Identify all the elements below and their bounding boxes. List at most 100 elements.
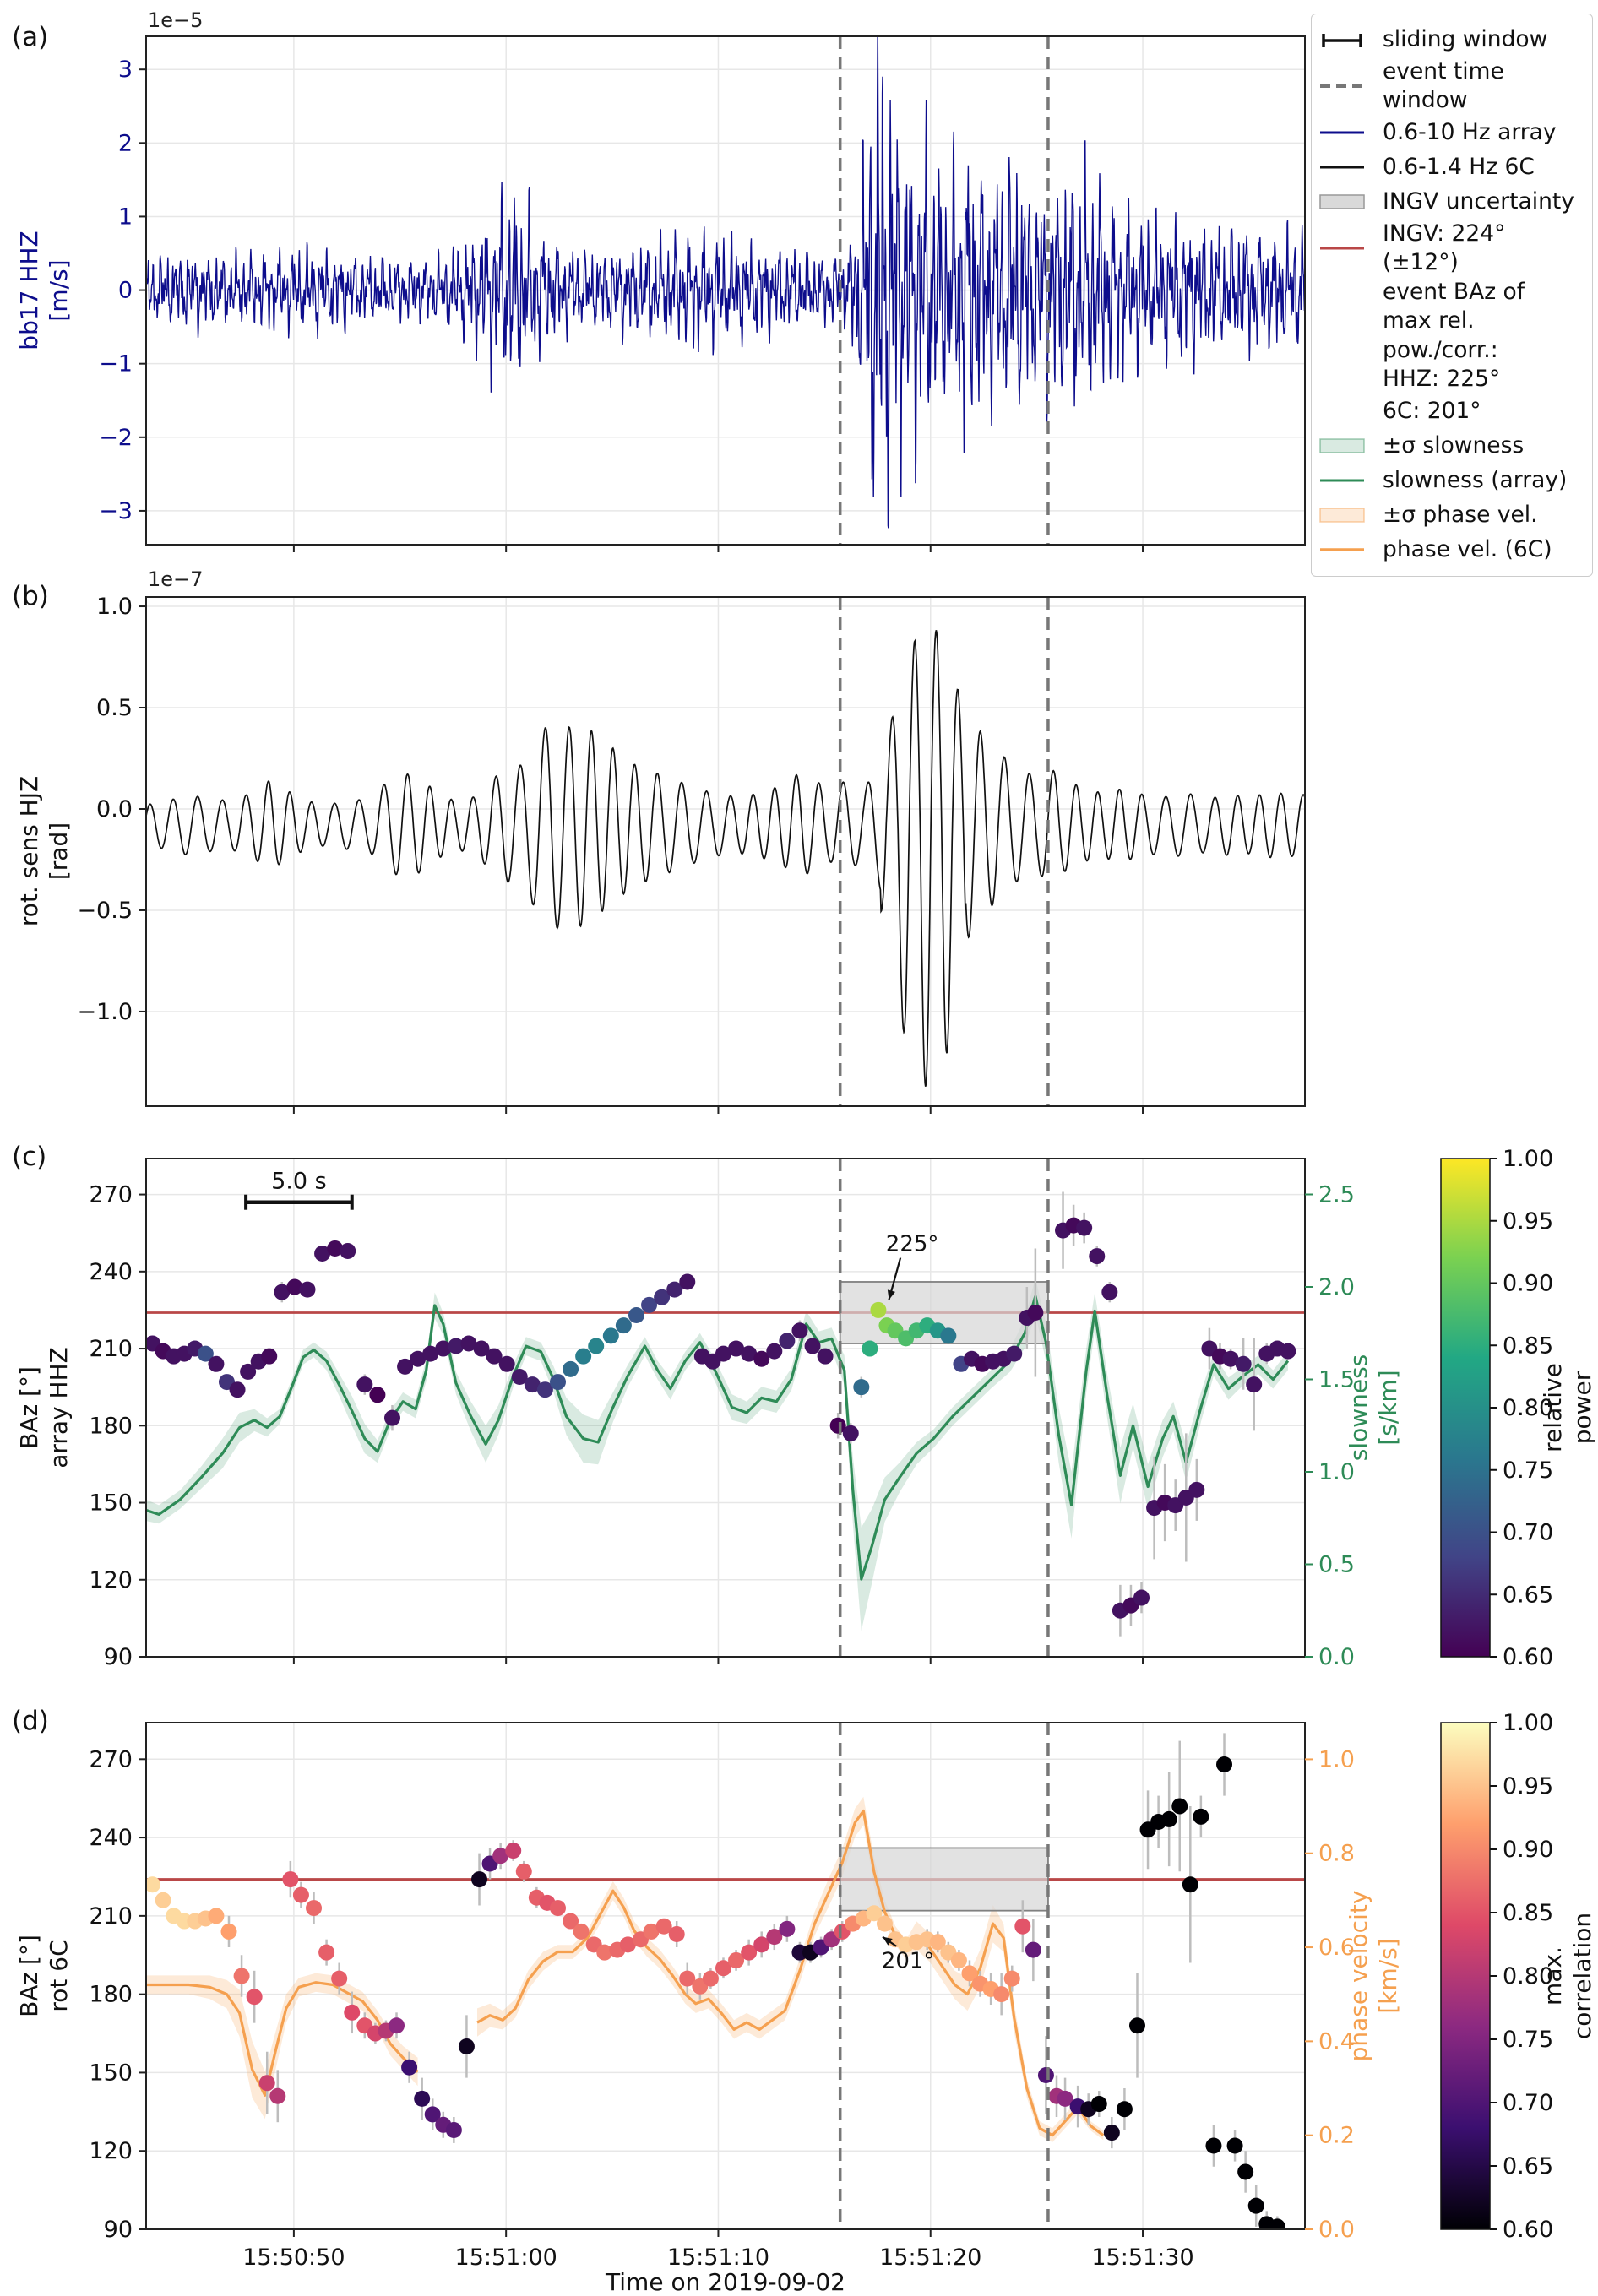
svg-text:1.00: 1.00 xyxy=(1503,1710,1553,1736)
svg-text:180: 180 xyxy=(89,1982,133,2008)
baz-annotation-hhz-225: 225° xyxy=(886,1231,939,1300)
svg-text:1.5: 1.5 xyxy=(1318,1366,1355,1392)
legend-label: event BAz of max rel. pow./corr.: HHZ: 2… xyxy=(1383,278,1525,393)
svg-text:0.90: 0.90 xyxy=(1503,1271,1553,1297)
svg-text:0.75: 0.75 xyxy=(1503,1457,1553,1484)
svg-text:0.2: 0.2 xyxy=(1318,2123,1355,2149)
svg-text:0.70: 0.70 xyxy=(1503,1520,1553,1546)
svg-text:0.0: 0.0 xyxy=(1318,2217,1355,2243)
panel-c-right-axis: 0.0 0.5 1.0 1.5 2.0 2.5 xyxy=(1305,1181,1355,1670)
legend-item-ingv-line: INGV: 224° (±12°) xyxy=(1318,220,1585,278)
slowness-axis-label: slowness [s/km] xyxy=(1345,1354,1402,1462)
legend-label: ±σ slowness xyxy=(1383,432,1525,459)
panel-d-line xyxy=(146,1796,1305,2142)
svg-text:0.5: 0.5 xyxy=(1318,1551,1355,1577)
svg-text:0.65: 0.65 xyxy=(1503,2153,1553,2179)
legend-item-ingv-uncertainty: INGV uncertainty xyxy=(1318,185,1585,220)
svg-text:0.65: 0.65 xyxy=(1503,1582,1553,1608)
svg-text:0.4: 0.4 xyxy=(1318,2028,1355,2054)
svg-text:150: 150 xyxy=(89,1490,133,1517)
svg-text:0.6: 0.6 xyxy=(1318,1935,1355,1961)
green-box-symbol-icon xyxy=(1318,436,1372,456)
svg-text:0.80: 0.80 xyxy=(1503,1395,1553,1421)
svg-text:0.90: 0.90 xyxy=(1503,1837,1553,1863)
panel-a-letter: (a) xyxy=(12,22,49,52)
panel-d-event-window xyxy=(838,1723,1050,2229)
svg-text:0.70: 0.70 xyxy=(1503,2090,1553,2116)
panel-c-event-window xyxy=(838,1159,1050,1657)
panel-b-letter: (b) xyxy=(12,581,49,611)
svg-text:1.0: 1.0 xyxy=(1318,1746,1355,1772)
panel-d-ylabel: BAz [°] rot 6C xyxy=(15,1935,73,2017)
svg-text:210: 210 xyxy=(89,1336,133,1362)
svg-text:240: 240 xyxy=(89,1259,133,1285)
panel-c-ylabel: BAz [°] array HHZ xyxy=(15,1347,73,1468)
svg-text:0.60: 0.60 xyxy=(1503,1644,1553,1670)
svg-text:1.0: 1.0 xyxy=(1318,1459,1355,1485)
svg-text:90: 90 xyxy=(104,2217,133,2243)
svg-text:−1: −1 xyxy=(99,351,133,377)
svg-text:0.0: 0.0 xyxy=(1318,1644,1355,1670)
svg-text:2: 2 xyxy=(118,130,133,156)
svg-text:0.0: 0.0 xyxy=(96,796,133,822)
svg-text:0: 0 xyxy=(118,278,133,304)
svg-text:−3: −3 xyxy=(99,498,133,524)
sliding-window-symbol-icon xyxy=(1318,30,1372,51)
panel-b-axes: −1.0 −0.5 0.0 0.5 1.0 xyxy=(77,594,1306,1114)
panel-d-right-axis: 0.0 0.2 0.4 0.6 0.8 1.0 xyxy=(1305,1746,1355,2243)
legend-label: ±σ phase vel. xyxy=(1383,501,1538,528)
svg-text:1.00: 1.00 xyxy=(1503,1146,1553,1172)
panel-b-ylabel: rot. sens HJZ [rad] xyxy=(15,775,73,927)
svg-text:0.60: 0.60 xyxy=(1503,2217,1553,2243)
svg-text:0.85: 0.85 xyxy=(1503,1333,1553,1359)
svg-text:15:51:00: 15:51:00 xyxy=(455,2244,557,2271)
legend-item-event-baz: event BAz of max rel. pow./corr.: HHZ: 2… xyxy=(1318,278,1585,394)
red-line-symbol-icon xyxy=(1318,238,1372,258)
svg-text:180: 180 xyxy=(89,1413,133,1439)
legend-label: 0.6-1.4 Hz 6C xyxy=(1383,154,1535,181)
svg-text:5.0 s: 5.0 s xyxy=(271,1169,327,1195)
svg-text:0.75: 0.75 xyxy=(1503,2027,1553,2053)
legend-item-phasevel-line: phase vel. (6C) xyxy=(1318,533,1585,567)
panel-a-ylabel: bb17 HHZ [m/s] xyxy=(15,231,73,350)
svg-text:0.8: 0.8 xyxy=(1318,1841,1355,1867)
legend-label: 0.6-10 Hz array xyxy=(1383,119,1557,146)
panel-c-line xyxy=(146,1278,1305,1631)
max-correlation-colorbar-label: max. correlation xyxy=(1539,1912,1596,2040)
legend-label: sliding window xyxy=(1383,26,1548,53)
black-line-symbol-icon xyxy=(1318,157,1372,177)
panel-a-axes: −3 −2 −1 0 1 2 3 xyxy=(99,35,1306,552)
panel-a-trace xyxy=(146,36,1305,529)
svg-text:15:51:10: 15:51:10 xyxy=(667,2244,769,2271)
svg-text:0.5: 0.5 xyxy=(96,695,133,721)
c-colorbar: 1.00 0.95 0.90 0.85 0.80 0.75 0.70 0.65 0.60 xyxy=(1440,1146,1553,1670)
legend-item-sigma-phasevel: ±σ phase vel. xyxy=(1318,498,1585,533)
svg-text:2.5: 2.5 xyxy=(1318,1181,1355,1208)
legend-item-6c-baz: 6C: 201° xyxy=(1318,394,1585,429)
legend-item-sliding-window: sliding window xyxy=(1318,23,1585,57)
panel-d-scatter xyxy=(146,1756,1285,2229)
relative-power-colorbar-label: relative power xyxy=(1539,1363,1596,1452)
legend-item-event-window: event time window xyxy=(1318,57,1585,116)
svg-text:15:51:30: 15:51:30 xyxy=(1091,2244,1193,2271)
svg-text:120: 120 xyxy=(89,2138,133,2164)
panel-b-trace xyxy=(146,630,1305,1087)
sliding-window-scalebar: 5.0 s xyxy=(244,1169,354,1210)
svg-text:270: 270 xyxy=(89,1182,133,1208)
svg-text:201°: 201° xyxy=(882,1949,935,1974)
panel-c-scatter xyxy=(146,1217,1296,1619)
svg-text:1: 1 xyxy=(118,204,133,230)
svg-text:240: 240 xyxy=(89,1825,133,1851)
svg-text:210: 210 xyxy=(89,1903,133,1930)
svg-text:2.0: 2.0 xyxy=(1318,1274,1355,1300)
x-axis-label: Time on 2019-09-02 xyxy=(606,2268,845,2296)
svg-text:15:50:50: 15:50:50 xyxy=(242,2244,345,2271)
svg-text:0.85: 0.85 xyxy=(1503,1900,1553,1926)
legend-label: INGV uncertainty xyxy=(1383,188,1574,215)
legend-label: event time window xyxy=(1383,58,1504,114)
svg-text:90: 90 xyxy=(104,1644,133,1670)
svg-text:225°: 225° xyxy=(886,1231,939,1257)
svg-text:0.95: 0.95 xyxy=(1503,1208,1553,1235)
panel-c-grid xyxy=(146,1159,1305,1658)
